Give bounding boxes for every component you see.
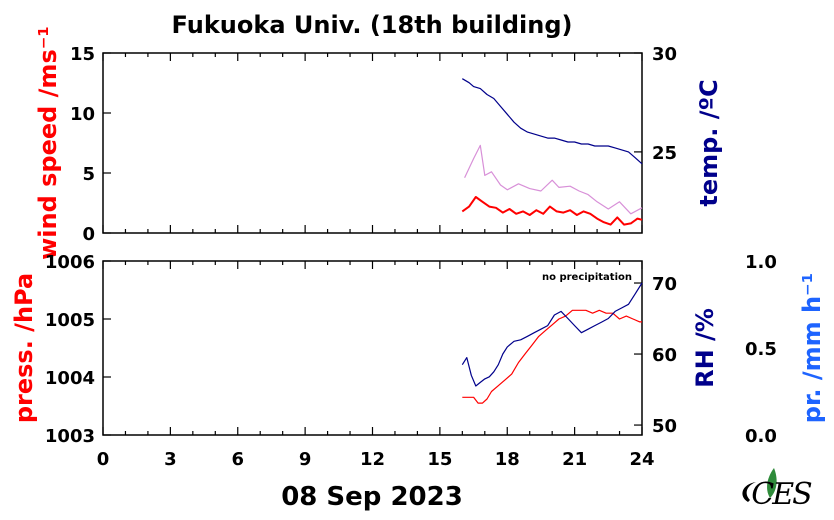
x-tick-label: 6: [231, 449, 244, 470]
rh-axis-label: RH /%: [691, 308, 719, 388]
right-y-tick-label: 60: [652, 345, 677, 366]
left-y-tick-label: 10: [70, 104, 95, 125]
date-label: 08 Sep 2023: [281, 482, 463, 512]
x-tick-label: 21: [562, 449, 587, 470]
ces-logo: CES: [742, 468, 814, 512]
x-tick-label: 12: [360, 449, 385, 470]
right-y-tick-label: 25: [652, 143, 677, 164]
chart-title: Fukuoka Univ. (18th building): [172, 11, 573, 39]
x-tick-label: 0: [97, 449, 110, 470]
left-y-tick-label: 5: [82, 164, 95, 185]
temperature-line: [461, 78, 643, 165]
x-tick-label: 18: [495, 449, 520, 470]
wind-gust-line: [464, 144, 643, 215]
precip-tick-label: 1.0: [745, 252, 777, 273]
x-tick-label: 3: [164, 449, 177, 470]
right-y-tick-label: 50: [652, 416, 677, 437]
left-y-tick-label: 1003: [45, 426, 95, 447]
precip-tick-label: 0.5: [745, 339, 777, 360]
top-panel: 0 5 10 15 25 30 wind speed /ms⁻¹ temp. /ºC: [34, 26, 723, 260]
pressure-line: [462, 309, 642, 404]
x-tick-label: 24: [629, 449, 654, 470]
x-tick-label: 9: [299, 449, 312, 470]
top-plot-frame: [102, 52, 643, 234]
bottom-plot-frame: [102, 260, 643, 436]
rh-line: [461, 282, 643, 387]
ces-logo-text: CES: [751, 477, 812, 512]
right-y-tick-label: 70: [652, 274, 677, 295]
ces-logo-swoosh: [742, 482, 756, 502]
precip-tick-label: 0.0: [745, 426, 777, 447]
left-y-tick-label: 1005: [45, 310, 95, 331]
bottom-panel: 0 3 6 9 12 15 18 21 24 1003 1004 1005 1006 50 60 70 0.0 0…: [10, 252, 826, 470]
precip-axis-label: pr. /mm h⁻¹: [798, 273, 826, 423]
left-y-tick-label: 15: [70, 44, 95, 65]
left-y-tick-label: 0: [82, 224, 95, 245]
pressure-axis-label: press. /hPa: [10, 273, 38, 423]
no-precipitation-note: no precipitation: [542, 272, 632, 283]
right-y-tick-label: 30: [652, 44, 677, 65]
left-y-tick-label: 1004: [45, 368, 95, 389]
temp-axis-label: temp. /ºC: [695, 79, 723, 206]
x-tick-label: 15: [427, 449, 452, 470]
ces-logo-leaf-icon: [767, 468, 777, 498]
left-y-tick-label: 1006: [45, 252, 95, 273]
wind-axis-label: wind speed /ms⁻¹: [34, 26, 62, 260]
wind-speed-line: [461, 196, 643, 226]
